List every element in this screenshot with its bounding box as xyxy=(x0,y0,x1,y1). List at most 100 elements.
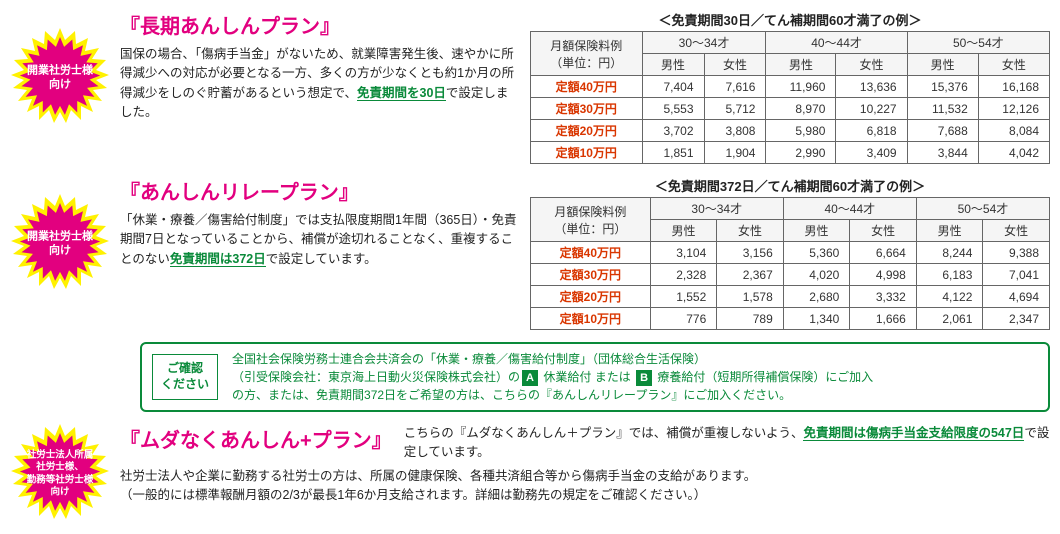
plan3-badge-text: 社労士法人所属 社労士様、 勤務等社労士様 向け xyxy=(20,449,100,498)
value-cell: 1,851 xyxy=(642,142,704,164)
value-cell: 3,808 xyxy=(704,120,766,142)
table-row: 定額20万円3,7023,8085,9806,8187,6888,084 xyxy=(531,120,1050,142)
plan1-badge: 開業社労士様 向け xyxy=(10,28,110,128)
value-cell: 2,367 xyxy=(717,264,784,286)
table-row: 定額20万円1,5521,5782,6803,3324,1224,694 xyxy=(531,286,1050,308)
gender-header: 女性 xyxy=(983,220,1050,242)
value-cell: 6,818 xyxy=(836,120,907,142)
plan1-content: 『長期あんしんプラン』 国保の場合、「傷病手当金」がないため、就業障害発生後、速… xyxy=(120,10,520,123)
value-cell: 1,340 xyxy=(783,308,850,330)
value-cell: 9,388 xyxy=(983,242,1050,264)
table-row: 定額10万円1,8511,9042,9903,4093,8444,042 xyxy=(531,142,1050,164)
value-cell: 10,227 xyxy=(836,98,907,120)
value-cell: 5,360 xyxy=(783,242,850,264)
plan2-badge: 開業社労士様 向け xyxy=(10,194,110,294)
value-cell: 4,020 xyxy=(783,264,850,286)
gender-header: 女性 xyxy=(836,54,907,76)
age-group-header: 30～34才 xyxy=(650,198,783,220)
plan1-table: 月額保険料例 （単位：円）30～34才40～44才50～54才男性女性男性女性男… xyxy=(530,31,1050,164)
col-header-main: 月額保険料例 （単位：円） xyxy=(531,198,651,242)
value-cell: 2,680 xyxy=(783,286,850,308)
age-group-header: 30～34才 xyxy=(642,32,766,54)
value-cell: 5,980 xyxy=(766,120,836,142)
plan1-badge-text: 開業社労士様 向け xyxy=(20,64,100,93)
value-cell: 7,616 xyxy=(704,76,766,98)
age-group-header: 40～44才 xyxy=(766,32,907,54)
value-cell: 8,970 xyxy=(766,98,836,120)
plan2-description: 「休業・療養／傷害給付制度」では支払限度期間1年間（365日）・免責期間7日とな… xyxy=(120,211,520,269)
value-cell: 15,376 xyxy=(907,76,978,98)
plan1-section: 開業社労士様 向け 『長期あんしんプラン』 国保の場合、「傷病手当金」がないため… xyxy=(10,10,1050,164)
plan3-underline: 免責期間は傷病手当金支給限度の547日 xyxy=(803,426,1024,441)
value-cell: 4,042 xyxy=(978,142,1049,164)
value-cell: 11,532 xyxy=(907,98,978,120)
notice-label: ご確認 ください xyxy=(152,354,218,399)
plan3-head: 『ムダなくあんしん+プラン』 こちらの『ムダなくあんしん＋プラン』では、補償が重… xyxy=(120,424,1050,463)
gender-header: 女性 xyxy=(717,220,784,242)
value-cell: 789 xyxy=(717,308,784,330)
plan2-section: 開業社労士様 向け 『あんしんリレープラン』 「休業・療養／傷害給付制度」では支… xyxy=(10,176,1050,330)
value-cell: 7,404 xyxy=(642,76,704,98)
notice-box: ご確認 ください 全国社会保険労務士連合会共済会の「休業・療養／傷害給付制度」（… xyxy=(140,342,1050,412)
plan1-table-wrap: ＜免責期間30日／てん補期間60才満了の例＞ 月額保険料例 （単位：円）30～3… xyxy=(530,10,1050,164)
value-cell: 1,552 xyxy=(650,286,717,308)
age-group-header: 50～54才 xyxy=(916,198,1049,220)
plan1-table-caption: ＜免責期間30日／てん補期間60才満了の例＞ xyxy=(530,10,1050,29)
plan1-title: 『長期あんしんプラン』 xyxy=(120,10,520,39)
value-cell: 6,664 xyxy=(850,242,917,264)
plan3-title: 『ムダなくあんしん+プラン』 xyxy=(120,424,392,453)
gender-header: 男性 xyxy=(650,220,717,242)
plan3-description: こちらの『ムダなくあんしん＋プラン』では、補償が重複しないよう、免責期間は傷病手… xyxy=(404,424,1050,463)
gender-header: 男性 xyxy=(783,220,850,242)
gender-header: 女性 xyxy=(704,54,766,76)
gender-header: 女性 xyxy=(978,54,1049,76)
plan2-title: 『あんしんリレープラン』 xyxy=(120,176,520,205)
value-cell: 12,126 xyxy=(978,98,1049,120)
value-cell: 1,666 xyxy=(850,308,917,330)
row-label: 定額10万円 xyxy=(531,142,643,164)
row-label: 定額40万円 xyxy=(531,76,643,98)
row-label: 定額30万円 xyxy=(531,98,643,120)
value-cell: 13,636 xyxy=(836,76,907,98)
plan2-content: 『あんしんリレープラン』 「休業・療養／傷害給付制度」では支払限度期間1年間（3… xyxy=(120,176,520,269)
value-cell: 3,409 xyxy=(836,142,907,164)
value-cell: 8,244 xyxy=(916,242,983,264)
value-cell: 2,061 xyxy=(916,308,983,330)
gender-header: 男性 xyxy=(916,220,983,242)
value-cell: 3,332 xyxy=(850,286,917,308)
plan2-table: 月額保険料例 （単位：円）30～34才40～44才50～54才男性女性男性女性男… xyxy=(530,197,1050,330)
row-label: 定額20万円 xyxy=(531,120,643,142)
letter-a-box: A xyxy=(522,370,538,386)
row-label: 定額10万円 xyxy=(531,308,651,330)
row-label: 定額30万円 xyxy=(531,264,651,286)
plan3-note: 社労士法人や企業に勤務する社労士の方は、所属の健康保険、各種共済組合等から傷病手… xyxy=(120,467,1050,506)
table-row: 定額30万円2,3282,3674,0204,9986,1837,041 xyxy=(531,264,1050,286)
value-cell: 2,328 xyxy=(650,264,717,286)
row-label: 定額40万円 xyxy=(531,242,651,264)
plan2-table-caption: ＜免責期間372日／てん補期間60才満了の例＞ xyxy=(530,176,1050,195)
value-cell: 3,702 xyxy=(642,120,704,142)
col-header-main: 月額保険料例 （単位：円） xyxy=(531,32,643,76)
table-row: 定額30万円5,5535,7128,97010,22711,53212,126 xyxy=(531,98,1050,120)
table-row: 定額10万円7767891,3401,6662,0612,347 xyxy=(531,308,1050,330)
value-cell: 2,990 xyxy=(766,142,836,164)
plan3-body: 『ムダなくあんしん+プラン』 こちらの『ムダなくあんしん＋プラン』では、補償が重… xyxy=(120,424,1050,506)
age-group-header: 50～54才 xyxy=(907,32,1049,54)
gender-header: 女性 xyxy=(850,220,917,242)
gender-header: 男性 xyxy=(907,54,978,76)
notice-text: 全国社会保険労務士連合会共済会の「休業・療養／傷害給付制度」（団体総合生活保険）… xyxy=(232,350,873,404)
value-cell: 1,904 xyxy=(704,142,766,164)
letter-b-box: B xyxy=(636,370,652,386)
value-cell: 4,694 xyxy=(983,286,1050,308)
plan1-underline: 免責期間を30日 xyxy=(357,86,446,101)
value-cell: 3,104 xyxy=(650,242,717,264)
plan1-description: 国保の場合、「傷病手当金」がないため、就業障害発生後、速やかに所得減少への対応が… xyxy=(120,45,520,123)
plan2-table-wrap: ＜免責期間372日／てん補期間60才満了の例＞ 月額保険料例 （単位：円）30～… xyxy=(530,176,1050,330)
value-cell: 3,844 xyxy=(907,142,978,164)
value-cell: 776 xyxy=(650,308,717,330)
row-label: 定額20万円 xyxy=(531,286,651,308)
value-cell: 7,688 xyxy=(907,120,978,142)
table-row: 定額40万円3,1043,1565,3606,6648,2449,388 xyxy=(531,242,1050,264)
value-cell: 2,347 xyxy=(983,308,1050,330)
value-cell: 1,578 xyxy=(717,286,784,308)
